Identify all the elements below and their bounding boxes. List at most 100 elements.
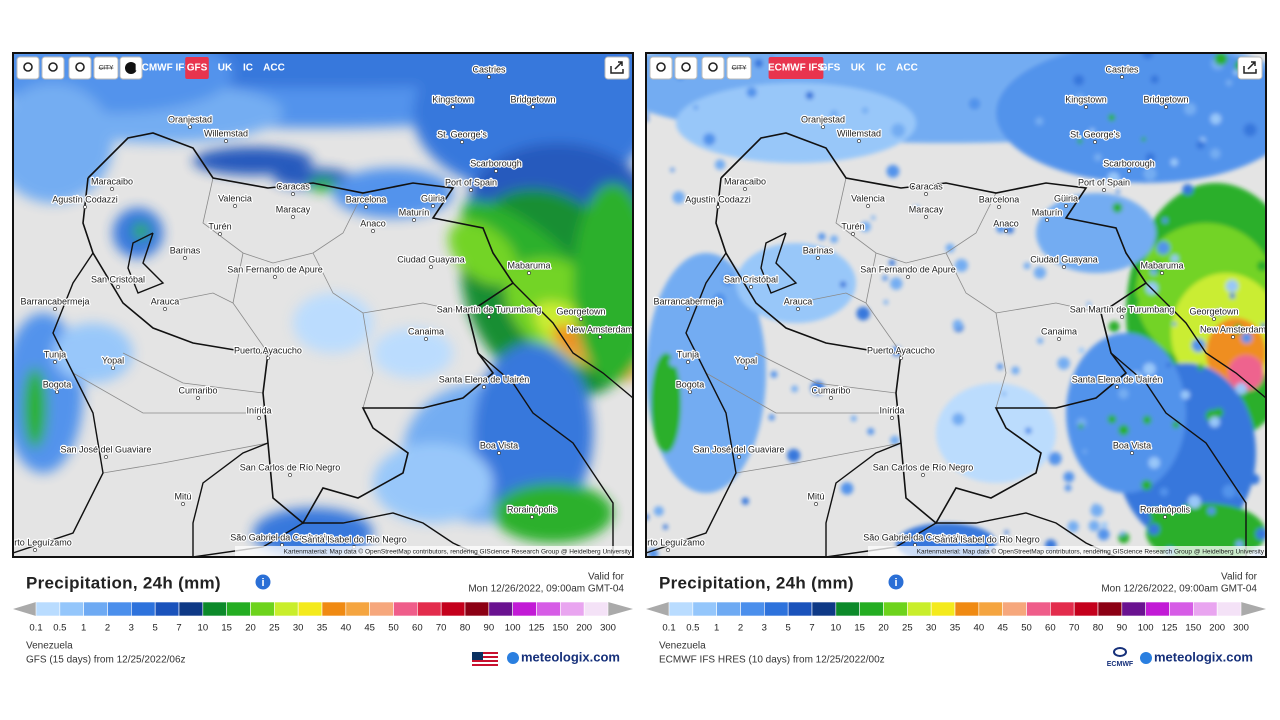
precip-cell xyxy=(1145,152,1156,163)
precip-cell xyxy=(670,167,675,172)
city-dot xyxy=(224,139,228,143)
state-border xyxy=(362,312,374,409)
city-dot xyxy=(1130,451,1134,455)
precip-cell xyxy=(1210,148,1221,159)
precip-cell xyxy=(1143,362,1156,376)
precip-cell xyxy=(1142,415,1152,425)
state-border xyxy=(835,177,997,264)
precip-cell xyxy=(647,548,659,557)
country-border xyxy=(715,132,1148,525)
borders xyxy=(13,132,633,557)
city-label: Inírida xyxy=(879,405,904,415)
city-label: San Fernando de Apure xyxy=(227,264,323,274)
city-label: Barinas xyxy=(170,245,201,255)
city-label: Maracay xyxy=(909,204,944,214)
toolbar-button[interactable] xyxy=(768,57,824,79)
legend-label: 7 xyxy=(176,623,181,634)
precip-cell xyxy=(888,259,896,267)
valid-time: Mon 12/26/2022, 09:00am GMT-04 xyxy=(468,584,624,595)
precip-cell xyxy=(1097,528,1110,541)
city-dot xyxy=(257,416,261,420)
precip-cell xyxy=(1150,269,1157,276)
precip-cell xyxy=(890,435,900,445)
city-dot xyxy=(1160,271,1164,275)
country-border xyxy=(1145,282,1266,399)
precip-cell xyxy=(1213,394,1224,406)
city-dot xyxy=(814,502,818,506)
city-dot xyxy=(743,187,747,191)
city-dot xyxy=(497,451,501,455)
toolbar-button[interactable] xyxy=(726,56,752,80)
toolbar-button[interactable] xyxy=(93,56,119,80)
precip-cell xyxy=(1148,523,1160,535)
city-label: Bridgetown xyxy=(510,94,555,104)
toolbar-icon-button[interactable] xyxy=(649,56,673,80)
info-icon[interactable] xyxy=(255,574,271,590)
legend-label: 50 xyxy=(388,623,399,634)
country-border xyxy=(646,252,737,554)
flag-stripe xyxy=(472,664,498,666)
legend-swatch xyxy=(274,601,299,617)
model-logo: ECMWF xyxy=(1107,661,1134,668)
toolbar-icon-button[interactable] xyxy=(68,56,92,80)
city-label: Castries xyxy=(472,64,506,74)
legend-label: 60 xyxy=(1045,623,1056,634)
legend-label: 200 xyxy=(1209,623,1225,634)
legend-swatch xyxy=(1121,601,1146,617)
toolbar-icon-button[interactable] xyxy=(16,56,40,80)
city-label: San Martín de Turumbang xyxy=(1070,304,1175,314)
city-label: Boa Vista xyxy=(1113,440,1151,450)
toolbar-icon-button[interactable] xyxy=(674,56,698,80)
precip-cell xyxy=(1107,172,1120,185)
city-dot xyxy=(816,256,820,260)
info-icon[interactable] xyxy=(888,574,904,590)
precip-cell xyxy=(1141,136,1147,142)
precip-cell xyxy=(1209,416,1220,428)
precip-cell xyxy=(1182,183,1194,195)
map: Castries Kingstown Bridgetown Oranjestad Wil… xyxy=(13,53,633,557)
city-label: Kingstown xyxy=(432,94,474,104)
city-dot xyxy=(53,307,57,311)
legend-label: 150 xyxy=(1185,623,1201,634)
attribution: Kartenmaterial: Map data © OpenStreetMap… xyxy=(284,548,632,556)
city-label: Güiria xyxy=(1054,193,1078,203)
precip-area xyxy=(293,293,373,353)
city-label: Georgetown xyxy=(1189,306,1238,316)
city-dot xyxy=(906,275,910,279)
precip-cell xyxy=(1171,500,1183,512)
precip-cell xyxy=(1196,140,1205,150)
toolbar-icon-button[interactable] xyxy=(701,56,725,80)
precip-cell xyxy=(1172,322,1177,327)
legend-label: 15 xyxy=(854,623,865,634)
legend-label: 1 xyxy=(714,623,719,634)
city-label: Arauca xyxy=(784,296,813,306)
toolbar-icon xyxy=(23,62,33,72)
legend-label: 0.5 xyxy=(53,623,66,634)
country-border xyxy=(82,132,515,525)
precip-cell xyxy=(1214,53,1228,66)
precip-cell xyxy=(1213,407,1224,418)
legend-swatch xyxy=(716,601,741,617)
legend-swatch xyxy=(131,601,156,617)
country-border xyxy=(512,282,633,399)
region: Venezuela xyxy=(26,641,73,652)
country-border xyxy=(192,442,269,557)
legend-swatch xyxy=(536,601,561,617)
toolbar-button[interactable] xyxy=(185,57,209,79)
toolbar-icon-button[interactable] xyxy=(41,56,65,80)
country-border xyxy=(303,512,484,557)
state-border xyxy=(202,177,364,264)
state-border xyxy=(735,442,902,474)
city-label: Puerto Ayacucho xyxy=(867,345,935,355)
precip-cell xyxy=(1188,495,1201,509)
precip-cell xyxy=(957,537,967,547)
city-dot xyxy=(53,360,57,364)
state-border xyxy=(795,292,867,304)
legend-label: 70 xyxy=(436,623,447,634)
legend-swatch xyxy=(1026,601,1051,617)
toolbar-label: IC xyxy=(243,63,253,74)
precip-cell xyxy=(1131,371,1143,383)
toolbar-label: ECMWF IFS xyxy=(768,63,824,74)
model-run: GFS (15 days) from 12/25/2022/06z xyxy=(26,655,186,666)
precip-cell xyxy=(1101,521,1108,529)
